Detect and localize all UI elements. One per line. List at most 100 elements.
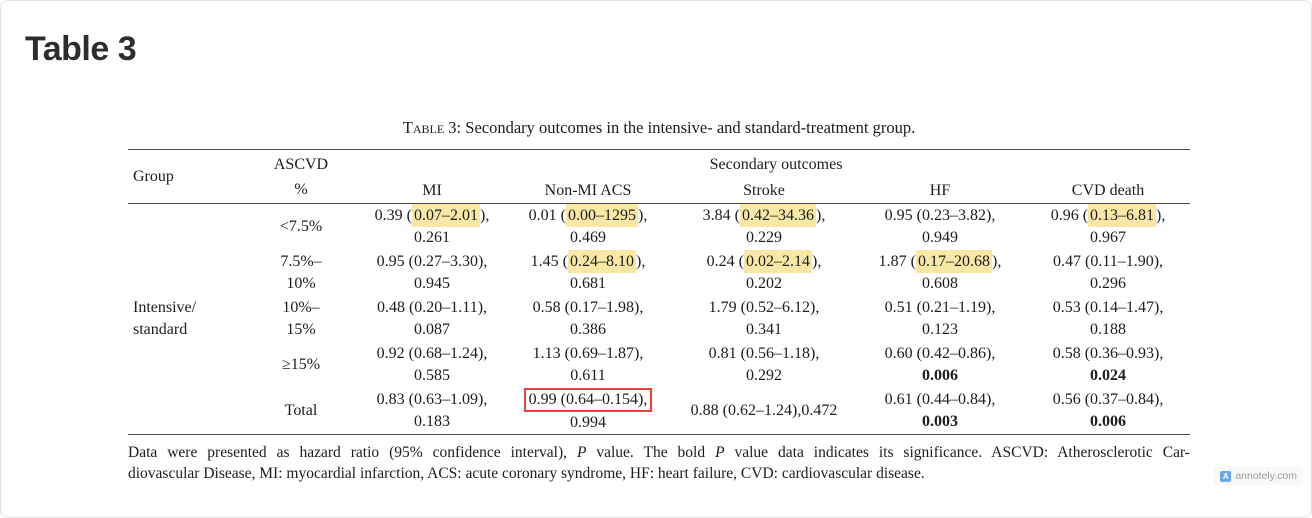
ascvd-label: <7.5% [279,217,323,235]
highlight-annotation: 0.02–2.14 [744,249,812,273]
ascvd-label: Total [240,387,362,435]
p-value: 0.585 [414,366,450,384]
table-caption: Table 3: Secondary outcomes in the inten… [128,118,1190,138]
table-footnote: Data were presented as hazard ratio (95%… [128,442,1190,485]
outcome-cell: 0.48 (0.20–1.11), 0.087 [362,296,502,342]
footnote-line1: Data were presented as hazard ratio (95%… [128,443,1190,461]
table-row: 7.5%– 10% 0.95 (0.27–3.30), 0.945 1.45 (0.… [128,249,1190,296]
page-title: Table 3 [25,30,137,68]
p-value: 0.469 [570,228,606,246]
outcome-cell: 3.84 (0.42–34.36), 0.229 [674,203,854,250]
p-value: 0.003 [922,412,958,430]
outcome-cell: 1.45 (0.24–8.10), 0.681 [502,249,674,296]
outcome-cell: 0.88 (0.62–1.24),0.472 [674,387,854,435]
hazard-ratio: 0.88 (0.62–1.24),0.472 [690,401,838,419]
p-value: 0.994 [570,413,606,431]
annotely-watermark-label: annotely.com [1235,470,1297,482]
column-header-stroke: Stroke [674,177,854,204]
ascvd-header-line1: ASCVD [273,155,329,173]
p-value: 0.611 [570,366,606,384]
p-value: 0.386 [570,320,606,338]
hazard-ratio: 0.95 (0.23–3.82), [884,206,996,224]
hazard-ratio: 0.96 (0.13–6.81), [1051,203,1165,227]
p-value: 0.229 [746,228,782,246]
p-value: 0.608 [922,274,958,292]
group-label-line2: standard [133,320,188,338]
column-header-hf: HF [854,177,1026,204]
table-caption-text: Secondary outcomes in the intensive- and… [465,118,916,137]
column-header-ascvd: ASCVD % [240,149,362,204]
p-value: 0.292 [746,366,782,384]
hazard-ratio: 1.87 (0.17–20.68), [879,249,1001,273]
p-value: 0.296 [1090,274,1127,292]
outcome-cell: 0.01 (0.00–1295), 0.469 [502,203,674,250]
outcome-cell: 0.24 (0.02–2.14), 0.202 [674,249,854,296]
p-value: 0.183 [414,412,450,430]
highlight-annotation: 0.24–8.10 [568,249,636,273]
outcome-cell: 0.39 (0.07–2.01), 0.261 [362,203,502,250]
p-value: 0.087 [414,320,450,338]
ascvd-label: 10%– 15% [282,298,320,338]
outcomes-table: Group ASCVD % Secondary outcomes MI Non-… [128,149,1191,435]
hazard-ratio: 1.79 (0.52–6.12), [708,298,820,316]
ascvd-label: 7.5%– 10% [280,252,322,292]
outcome-cell: 0.61 (0.44–0.84), 0.003 [854,387,1026,435]
outcome-cell: 0.58 (0.17–1.98), 0.386 [502,296,674,342]
outcome-cell: 0.83 (0.63–1.09), 0.183 [362,387,502,435]
hazard-ratio: 0.24 (0.02–2.14), [707,249,821,273]
hazard-ratio: 0.39 (0.07–2.01), [375,203,489,227]
p-value: 0.024 [1090,366,1127,384]
p-value: 0.967 [1090,228,1127,246]
footnote-line2: diovascular Disease, MI: myocardial infa… [128,465,925,482]
p-value: 0.123 [922,320,958,338]
table-caption-label: Table 3: [402,118,462,137]
outcome-cell: 0.47 (0.11–1.90), 0.296 [1026,250,1190,296]
outcome-cell: 0.92 (0.68–1.24), 0.585 [362,342,502,388]
p-value: 0.006 [922,366,958,384]
hazard-ratio: 3.84 (0.42–34.36), [703,203,825,227]
hazard-ratio: 0.83 (0.63–1.09), [376,390,488,408]
outcome-cell: 0.60 (0.42–0.86), 0.006 [854,342,1026,388]
column-header-non-mi-acs: Non-MI ACS [502,177,674,204]
group-label-line1: Intensive/ [133,298,197,316]
outcome-cell: 0.56 (0.37–0.84), 0.006 [1026,387,1191,435]
hazard-ratio: 0.95 (0.27–3.30), [376,252,488,270]
header-row-top: Group ASCVD % Secondary outcomes [128,149,1190,204]
outcome-cell: 0.51 (0.21–1.19), 0.123 [854,296,1026,342]
column-header-group: Group [128,149,240,204]
highlight-annotation: 0.07–2.01 [412,203,480,227]
column-header-secondary-outcomes: Secondary outcomes [709,156,843,173]
hazard-ratio: 0.53 (0.14–1.47), [1052,298,1164,316]
annotely-icon: A [1220,470,1232,482]
ascvd-label: ≥15% [281,355,321,373]
outcome-cell: 0.81 (0.56–1.18), 0.292 [674,342,854,388]
p-value: 0.949 [922,228,958,246]
p-value: 0.681 [570,274,606,292]
table-row-total: Total 0.83 (0.63–1.09), 0.183 0.99 (0.64–… [128,387,1191,435]
hazard-ratio: 0.48 (0.20–1.11), [376,298,488,316]
hazard-ratio: 0.58 (0.17–1.98), [532,298,644,316]
hazard-ratio: 0.61 (0.44–0.84), [884,390,996,408]
hazard-ratio: 0.51 (0.21–1.19), [884,298,996,316]
hazard-ratio: 0.01 (0.00–1295), [529,203,647,227]
p-value: 0.006 [1090,412,1127,430]
outcome-cell: 0.53 (0.14–1.47), 0.188 [1026,296,1190,342]
table-row: 10%– 15% 0.48 (0.20–1.11), 0.087 0.58 (0.1… [128,296,1190,342]
paper-table-region: Table 3: Secondary outcomes in the inten… [128,118,1191,485]
column-header-mi: MI [362,177,502,204]
outcome-cell: 0.99 (0.64–0.154), 0.994 [502,387,674,435]
outcome-cell: 0.96 (0.13–6.81), 0.967 [1026,203,1190,250]
outcome-cell: 1.87 (0.17–20.68), 0.608 [854,249,1026,296]
table-row: Intensive/ standard <7.5% 0.39 (0.07–2.0… [128,203,1190,435]
outcome-cell: 0.95 (0.27–3.30), 0.945 [362,250,502,296]
annotely-watermark: A annotely.com [1214,467,1303,485]
hazard-ratio: 0.47 (0.11–1.90), [1052,252,1164,270]
group-label: Intensive/ standard [128,203,240,435]
hazard-ratio: 0.56 (0.37–0.84), [1052,390,1164,408]
p-value: 0.341 [746,320,782,338]
ascvd-header-line2: % [294,180,308,198]
outcome-cell: 1.79 (0.52–6.12), 0.341 [674,296,854,342]
p-value: 0.202 [746,274,782,292]
hazard-ratio: 0.81 (0.56–1.18), [708,344,820,362]
highlight-annotation: 0.17–20.68 [916,249,992,273]
